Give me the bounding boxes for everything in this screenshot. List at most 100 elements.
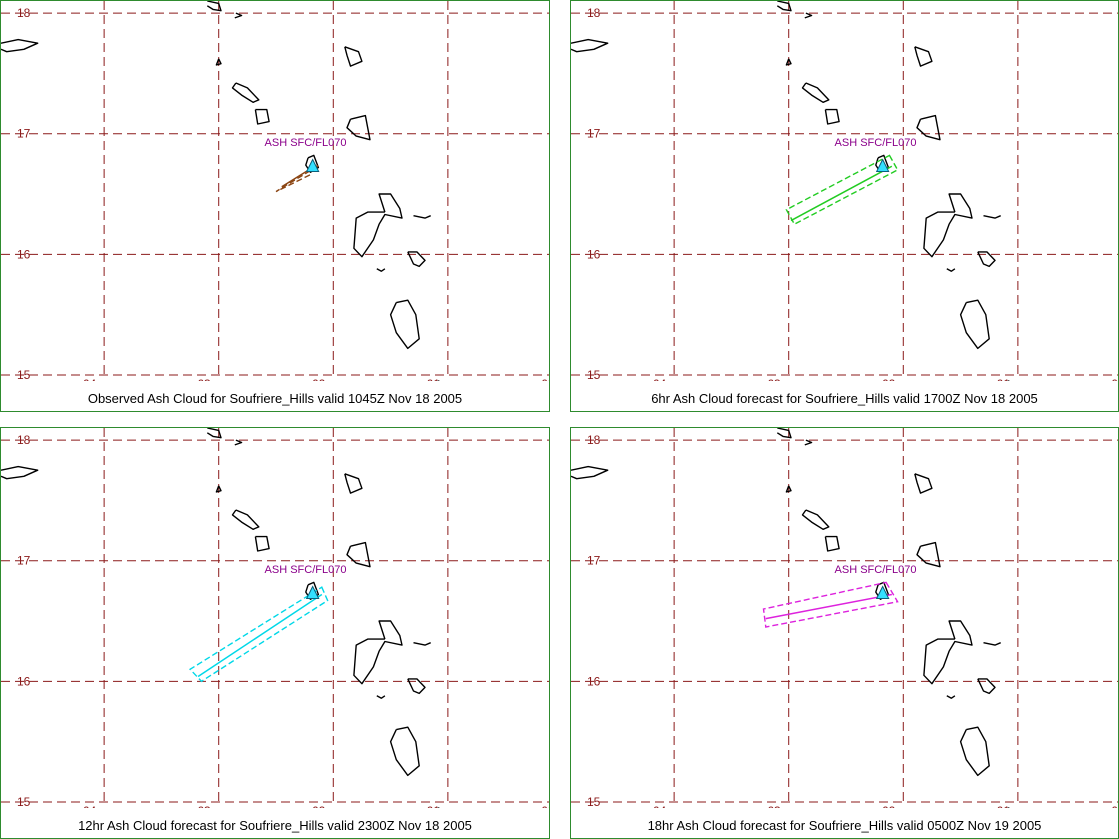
- island-coastline: [254, 535, 270, 552]
- island-coastline: [389, 299, 420, 350]
- island-coastline: [413, 215, 431, 219]
- panel-fcst6: -64 -63 -62 -61 -60 15 16 17 18 ASH SFC/FL070 6hr…: [570, 0, 1119, 412]
- lon-tick-label: -62: [308, 377, 326, 381]
- ash-cloud-polygon: [275, 164, 320, 193]
- island-coastline: [407, 678, 426, 695]
- ash-cloud-polygon: [762, 581, 899, 628]
- island-coastline: [376, 268, 386, 272]
- lat-tick-label: 18: [587, 6, 601, 20]
- island-coastline: [776, 428, 792, 439]
- island-coastline: [824, 108, 840, 125]
- lat-tick-label: 16: [587, 674, 601, 688]
- lon-tick-label: -64: [79, 377, 97, 381]
- ash-cloud-axis: [765, 593, 892, 620]
- lat-tick-label: 15: [587, 368, 601, 381]
- island-coastline: [215, 485, 222, 493]
- island-coastline: [946, 268, 956, 272]
- island-coastline: [376, 695, 386, 699]
- ash-level-label: ASH SFC/FL070: [265, 564, 347, 576]
- island-coastline: [346, 541, 371, 568]
- island-coastline: [346, 114, 371, 141]
- caption-fcst18: 18hr Ash Cloud forecast for Soufriere_Hi…: [647, 818, 1042, 833]
- lon-tick-label: -64: [79, 804, 97, 808]
- island-coastline: [389, 726, 420, 777]
- island-coastline: [914, 473, 933, 494]
- island-coastline: [407, 251, 426, 268]
- lat-tick-label: 18: [17, 6, 31, 20]
- map-observed: -64 -63 -62 -61 -60 15 16 17 18 ASH SFC/FL070: [1, 1, 550, 381]
- caption-fcst12: 12hr Ash Cloud forecast for Soufriere_Hi…: [78, 818, 472, 833]
- island-coastline: [571, 38, 609, 53]
- lon-tick-label: -61: [993, 377, 1011, 381]
- island-coastline: [785, 485, 792, 493]
- lat-tick-label: 18: [17, 433, 31, 447]
- island-coastline: [231, 82, 260, 103]
- island-coastline: [353, 193, 403, 258]
- island-coastline: [215, 58, 222, 66]
- lat-tick-label: 16: [17, 247, 31, 261]
- ash-cloud-polygon: [189, 586, 329, 683]
- ash-cloud-axis: [197, 593, 323, 678]
- lon-tick-label: -61: [423, 377, 441, 381]
- ash-cloud-polygon: [785, 154, 899, 226]
- lon-tick-label: -61: [993, 804, 1011, 808]
- lon-tick-label: -62: [878, 377, 896, 381]
- island-coastline: [916, 541, 941, 568]
- island-coastline: [977, 678, 996, 695]
- lon-tick-label: -60: [1107, 377, 1119, 381]
- lon-tick-label: -62: [878, 804, 896, 808]
- island-coastline: [785, 58, 792, 66]
- island-coastline: [254, 108, 270, 125]
- ash-cloud-axis: [790, 165, 893, 222]
- lon-tick-label: -60: [537, 377, 550, 381]
- island-coastline: [571, 465, 609, 480]
- island-coastline: [914, 46, 933, 67]
- island-coastline: [344, 46, 363, 67]
- caption-fcst6: 6hr Ash Cloud forecast for Soufriere_Hil…: [651, 391, 1038, 406]
- island-coastline: [353, 620, 403, 685]
- lat-tick-label: 17: [17, 127, 31, 141]
- island-coastline: [804, 439, 813, 446]
- lon-tick-label: -61: [423, 804, 441, 808]
- lat-tick-label: 17: [587, 127, 601, 141]
- lat-tick-label: 18: [587, 433, 601, 447]
- island-coastline: [977, 251, 996, 268]
- lat-tick-label: 17: [587, 554, 601, 568]
- island-coastline: [801, 82, 830, 103]
- lat-tick-label: 15: [587, 795, 601, 808]
- caption-observed: Observed Ash Cloud for Soufriere_Hills v…: [87, 391, 463, 406]
- island-coastline: [234, 12, 243, 19]
- volcano-icon: [305, 158, 320, 172]
- lat-tick-label: 15: [17, 795, 31, 808]
- island-coastline: [804, 12, 813, 19]
- island-coastline: [959, 726, 990, 777]
- island-coastline: [916, 114, 941, 141]
- island-coastline: [1, 38, 39, 53]
- lon-tick-label: -64: [649, 377, 667, 381]
- lon-tick-label: -62: [308, 804, 326, 808]
- island-coastline: [801, 509, 830, 530]
- lon-tick-label: -60: [537, 804, 550, 808]
- island-coastline: [983, 215, 1001, 219]
- lat-tick-label: 15: [17, 368, 31, 381]
- island-coastline: [206, 428, 222, 439]
- island-coastline: [206, 1, 222, 12]
- ash-level-label: ASH SFC/FL070: [835, 137, 917, 149]
- panel-fcst18: -64 -63 -62 -61 -60 15 16 17 18 ASH SFC/FL070 18h…: [570, 427, 1119, 839]
- volcano-icon: [305, 585, 320, 599]
- ash-level-label: ASH SFC/FL070: [265, 137, 347, 149]
- lon-tick-label: -63: [193, 377, 211, 381]
- island-coastline: [959, 299, 990, 350]
- island-coastline: [983, 642, 1001, 646]
- lat-tick-label: 16: [17, 674, 31, 688]
- map-fcst12: -64 -63 -62 -61 -60 15 16 17 18 ASH SFC/FL070: [1, 428, 550, 808]
- island-coastline: [234, 439, 243, 446]
- island-coastline: [1, 465, 39, 480]
- island-coastline: [344, 473, 363, 494]
- lon-tick-label: -60: [1107, 804, 1119, 808]
- ash-level-label: ASH SFC/FL070: [835, 564, 917, 576]
- lat-tick-label: 16: [587, 247, 601, 261]
- lon-tick-label: -63: [763, 804, 781, 808]
- island-coastline: [776, 1, 792, 12]
- map-fcst18: -64 -63 -62 -61 -60 15 16 17 18 ASH SFC/FL070: [571, 428, 1119, 808]
